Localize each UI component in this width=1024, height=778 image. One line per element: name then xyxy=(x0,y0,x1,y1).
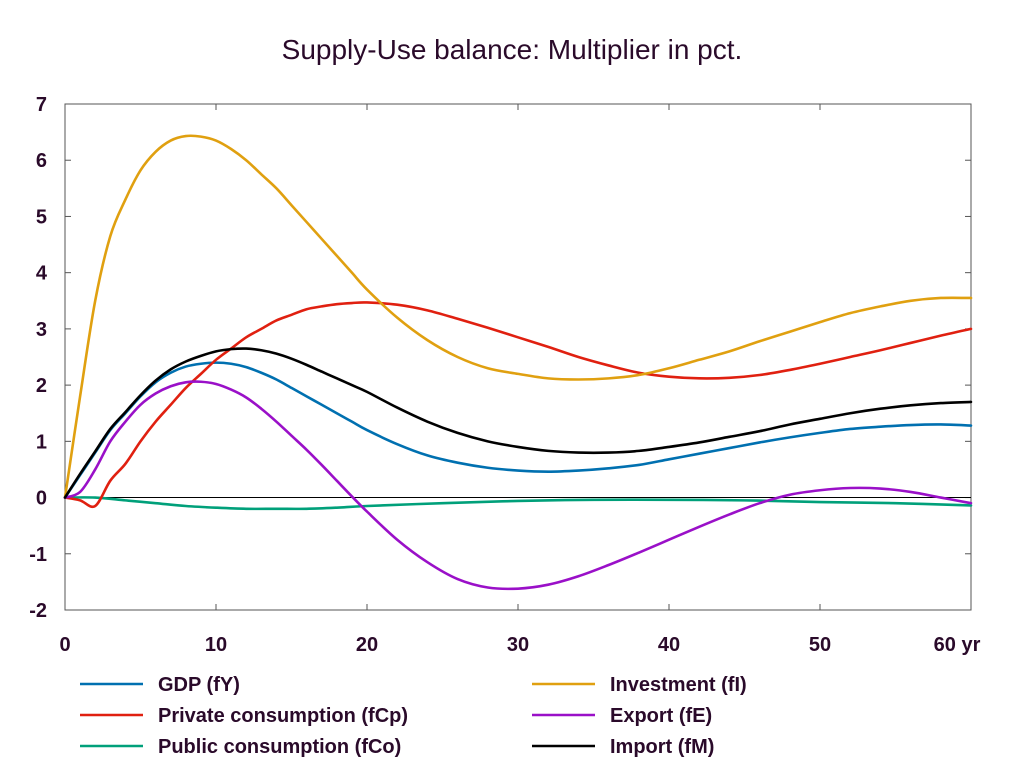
x-tick-label: 0 xyxy=(59,634,70,656)
series-line-private-consumption-fcp xyxy=(63,301,973,509)
x-tick-label: 60 yr xyxy=(934,634,981,656)
series-line-investment-fi xyxy=(63,134,973,499)
legend-label-gdp-fy: GDP (fY) xyxy=(158,674,240,696)
legend-label-export-fe: Export (fE) xyxy=(610,705,712,727)
chart-title: Supply-Use balance: Multiplier in pct. xyxy=(281,34,743,65)
x-tick-label: 40 xyxy=(658,634,680,656)
y-tick-label: 2 xyxy=(36,375,47,397)
series-lines xyxy=(63,134,973,591)
y-tick-label: 1 xyxy=(36,431,47,453)
x-tick-label: 50 xyxy=(809,634,831,656)
y-tick-label: 5 xyxy=(36,206,47,228)
legend-label-public-consumption-fco: Public consumption (fCo) xyxy=(158,736,401,758)
x-tick-label: 10 xyxy=(205,634,227,656)
series-line-gdp-fy xyxy=(63,361,973,499)
series-line-export-fe xyxy=(63,380,973,591)
y-tick-label: 6 xyxy=(36,150,47,172)
series-line-import-fm xyxy=(63,347,973,499)
legend-label-investment-fi: Investment (fI) xyxy=(610,674,747,696)
x-tick-label: 30 xyxy=(507,634,529,656)
y-tick-label: -1 xyxy=(29,544,47,566)
legend-label-import-fm: Import (fM) xyxy=(610,736,714,758)
y-tick-label: 3 xyxy=(36,319,47,341)
axes: -2 -1 0 1 2 3 4 5 6 7 0 10 20 30 40 50 60 yr xyxy=(29,94,980,656)
y-tick-label: 4 xyxy=(36,263,48,285)
y-tick-label: -2 xyxy=(29,600,47,622)
y-tick-label: 0 xyxy=(36,488,47,510)
y-tick-label: 7 xyxy=(36,94,47,116)
series-line-public-consumption-fco xyxy=(63,496,973,511)
legend: GDP (fY) Private consumption (fCp) Public … xyxy=(80,674,747,758)
x-tick-label: 20 xyxy=(356,634,378,656)
legend-label-private-consumption-fcp: Private consumption (fCp) xyxy=(158,705,408,727)
